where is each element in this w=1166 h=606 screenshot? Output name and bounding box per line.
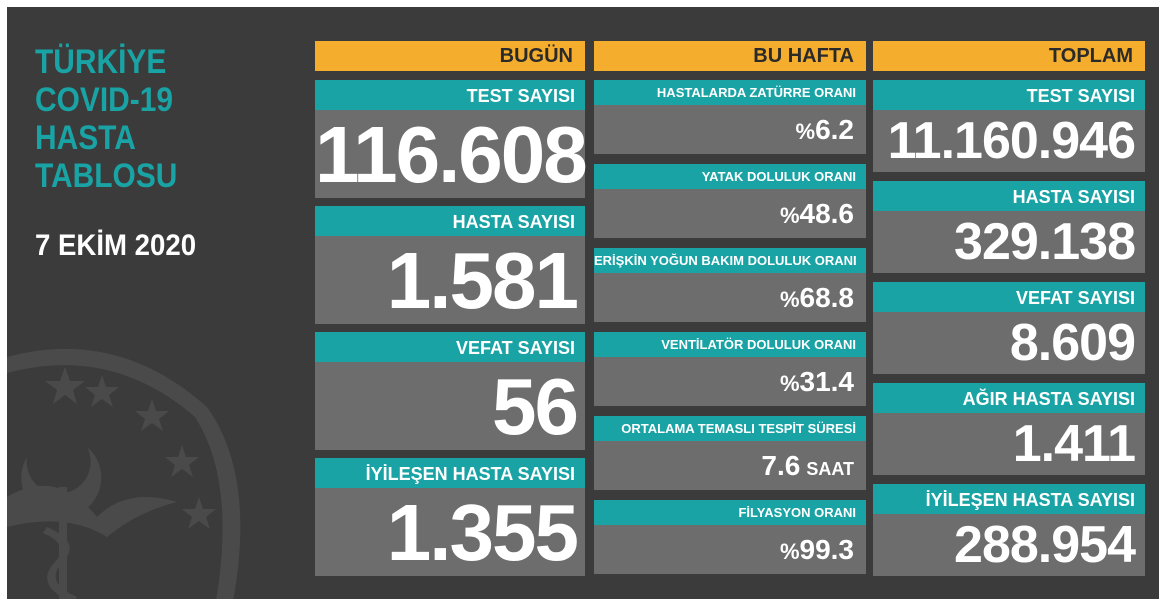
week-icu-value: %68.8: [594, 273, 866, 322]
total-cases-label: HASTA SAYISI: [873, 181, 1145, 211]
week-filiation-number: 99.3: [799, 534, 855, 565]
total-test-card: TEST SAYISI 11.160.946: [873, 80, 1145, 172]
total-deaths-label: VEFAT SAYISI: [873, 282, 1145, 312]
week-ventilator-card: VENTİLATÖR DOLULUK ORANI %31.4: [594, 332, 866, 406]
total-recovered-value: 288.954: [873, 514, 1145, 576]
today-recovered-card: İYİLEŞEN HASTA SAYISI 1.355: [315, 458, 585, 577]
total-test-value: 11.160.946: [873, 110, 1145, 172]
week-pneumonia-card: HASTALARDA ZATÜRRE ORANI %6.2: [594, 80, 866, 154]
week-bed-card: YATAK DOLULUK ORANI %48.6: [594, 164, 866, 238]
percent-sign: %: [779, 371, 800, 396]
week-ventilator-number: 31.4: [799, 366, 855, 397]
today-column: BUGÜN TEST SAYISI 116.608 HASTA SAYISI 1…: [315, 41, 588, 577]
week-filiation-card: FİLYASYON ORANI %99.3: [594, 500, 866, 574]
week-filiation-value: %99.3: [594, 525, 866, 574]
report-date: 7 EKİM 2020: [35, 229, 197, 262]
page-title: TÜRKİYE COVID-19 HASTA TABLOSU: [35, 43, 197, 195]
percent-sign: %: [779, 539, 800, 564]
today-deaths-label: VEFAT SAYISI: [315, 332, 585, 362]
title-line-4: TABLOSU: [35, 157, 178, 195]
total-heading: TOPLAM: [873, 41, 1145, 71]
week-contact-number: 7.6: [761, 450, 801, 481]
total-test-label: TEST SAYISI: [873, 80, 1145, 110]
total-severe-value: 1.411: [873, 413, 1145, 475]
week-icu-label: ERİŞKİN YOĞUN BAKIM DOLULUK ORANI: [594, 248, 866, 273]
today-test-label: TEST SAYISI: [315, 80, 585, 110]
title-line-2: COVID-19: [35, 81, 174, 119]
week-bed-label: YATAK DOLULUK ORANI: [594, 164, 866, 189]
week-heading: BU HAFTA: [594, 41, 866, 71]
total-recovered-label: İYİLEŞEN HASTA SAYISI: [873, 484, 1145, 514]
dashboard-board: TÜRKİYE COVID-19 HASTA TABLOSU 7 EKİM 20…: [7, 7, 1159, 599]
week-contact-value: 7.6 SAAT: [594, 441, 866, 490]
week-contact-unit: SAAT: [806, 459, 854, 479]
today-recovered-label: İYİLEŞEN HASTA SAYISI: [315, 458, 585, 488]
week-contact-label: ORTALAMA TEMASLI TESPİT SÜRESİ: [594, 416, 866, 441]
total-cases-card: HASTA SAYISI 329.138: [873, 181, 1145, 273]
today-test-value: 116.608: [315, 110, 588, 199]
today-deaths-value: 56: [315, 362, 585, 451]
week-bed-number: 48.6: [799, 198, 855, 229]
total-severe-label: AĞIR HASTA SAYISI: [873, 383, 1145, 413]
today-test-card: TEST SAYISI 116.608: [315, 80, 588, 199]
today-deaths-card: VEFAT SAYISI 56: [315, 332, 585, 451]
percent-sign: %: [795, 119, 816, 144]
total-recovered-card: İYİLEŞEN HASTA SAYISI 288.954: [873, 484, 1145, 576]
week-pneumonia-number: 6.2: [815, 114, 854, 145]
week-icu-number: 68.8: [799, 282, 855, 313]
ministry-emblem-icon: [7, 348, 241, 599]
total-deaths-value: 8.609: [873, 312, 1145, 374]
week-ventilator-value: %31.4: [594, 357, 866, 406]
percent-sign: %: [779, 203, 800, 228]
total-column: TOPLAM TEST SAYISI 11.160.946 HASTA SAYI…: [873, 41, 1145, 576]
percent-sign: %: [779, 287, 800, 312]
total-deaths-card: VEFAT SAYISI 8.609: [873, 282, 1145, 374]
total-cases-value: 329.138: [873, 211, 1145, 273]
today-cases-label: HASTA SAYISI: [315, 206, 585, 236]
week-icu-card: ERİŞKİN YOĞUN BAKIM DOLULUK ORANI %68.8: [594, 248, 866, 322]
today-cases-card: HASTA SAYISI 1.581: [315, 206, 585, 325]
week-ventilator-label: VENTİLATÖR DOLULUK ORANI: [594, 332, 866, 357]
week-pneumonia-value: %6.2: [594, 105, 866, 154]
today-cases-value: 1.581: [315, 236, 585, 325]
week-filiation-label: FİLYASYON ORANI: [594, 500, 866, 525]
total-severe-card: AĞIR HASTA SAYISI 1.411: [873, 383, 1145, 475]
title-line-3: HASTA: [35, 119, 136, 157]
week-bed-value: %48.6: [594, 189, 866, 238]
today-heading: BUGÜN: [315, 41, 585, 71]
week-contact-card: ORTALAMA TEMASLI TESPİT SÜRESİ 7.6 SAAT: [594, 416, 866, 490]
week-pneumonia-label: HASTALARDA ZATÜRRE ORANI: [594, 80, 866, 105]
today-recovered-value: 1.355: [315, 488, 585, 577]
title-line-1: TÜRKİYE: [35, 43, 167, 81]
week-column: BU HAFTA HASTALARDA ZATÜRRE ORANI %6.2 Y…: [594, 41, 866, 574]
